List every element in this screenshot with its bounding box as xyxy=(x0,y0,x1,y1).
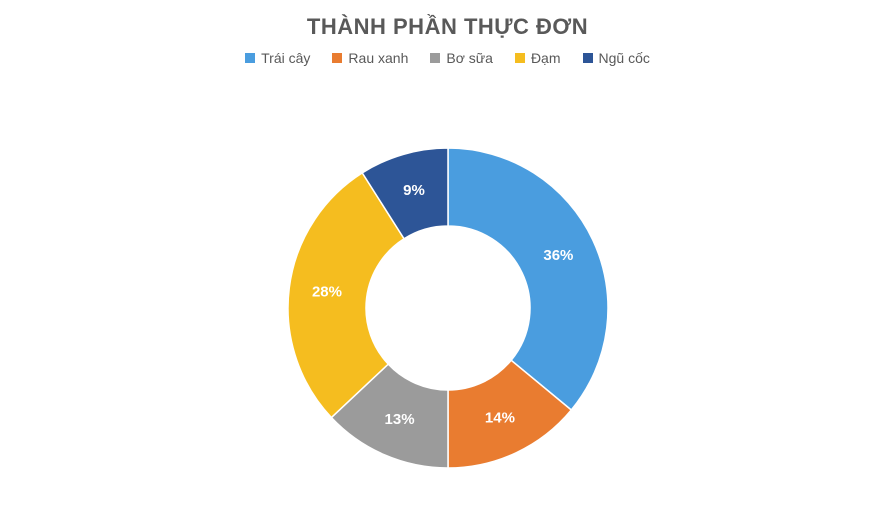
donut-slice xyxy=(448,148,608,410)
legend-swatch xyxy=(515,53,525,63)
legend-item: Ngũ cốc xyxy=(583,50,650,66)
slice-label: 9% xyxy=(403,182,425,199)
legend-swatch xyxy=(245,53,255,63)
slice-label: 13% xyxy=(384,411,414,428)
legend-item: Trái cây xyxy=(245,50,310,66)
slice-label: 36% xyxy=(543,247,573,264)
chart-legend: Trái cây Rau xanh Bơ sữa Đạm Ngũ cốc xyxy=(0,50,895,66)
legend-item: Rau xanh xyxy=(332,50,408,66)
chart-title: THÀNH PHẦN THỰC ĐƠN xyxy=(0,0,895,40)
legend-swatch xyxy=(430,53,440,63)
slice-label: 14% xyxy=(484,409,514,426)
legend-label: Trái cây xyxy=(261,50,310,66)
legend-label: Đạm xyxy=(531,50,561,66)
legend-label: Ngũ cốc xyxy=(599,50,650,66)
legend-label: Rau xanh xyxy=(348,50,408,66)
legend-label: Bơ sữa xyxy=(446,50,493,66)
legend-swatch xyxy=(332,53,342,63)
chart-root: THÀNH PHẦN THỰC ĐƠN Trái cây Rau xanh Bơ s… xyxy=(0,0,895,512)
legend-swatch xyxy=(583,53,593,63)
legend-item: Đạm xyxy=(515,50,561,66)
legend-item: Bơ sữa xyxy=(430,50,493,66)
slice-label: 28% xyxy=(311,284,341,301)
donut-chart: 36% 14% 13% 28% 9% xyxy=(248,108,648,508)
